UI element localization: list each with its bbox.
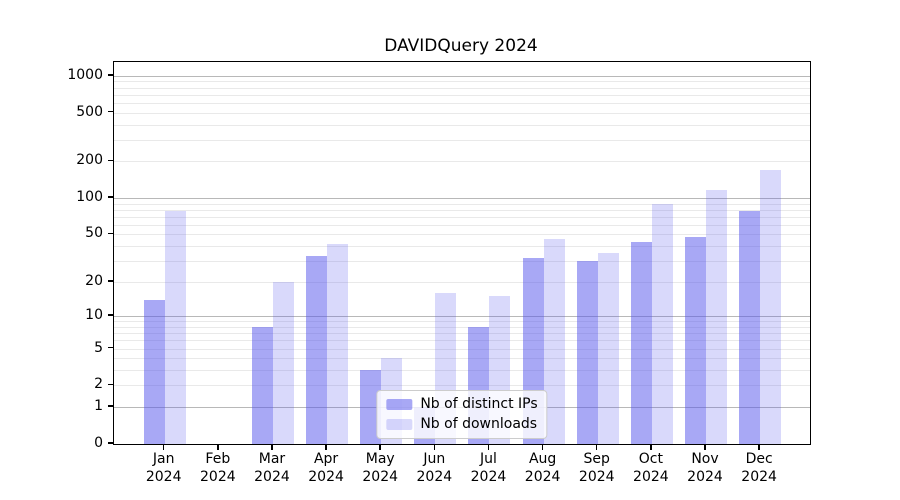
y-tick-mark	[108, 110, 113, 113]
x-tick-label: Sep 2024	[578, 451, 615, 485]
y-tick-mark	[108, 442, 113, 444]
y-tick-mark	[108, 346, 113, 349]
x-tick-label: Apr 2024	[308, 451, 344, 485]
y-tick-label: 0	[94, 435, 103, 451]
gridline-minor	[114, 385, 810, 387]
x-tick-label: Mar 2024	[254, 451, 290, 485]
gridline-minor	[114, 281, 810, 283]
legend-item-downloads: Nb of downloads	[386, 416, 537, 432]
x-tick-mark	[217, 444, 219, 450]
y-tick-label: 1	[94, 398, 103, 415]
y-tick-mark	[108, 280, 113, 282]
x-tick-mark	[433, 444, 436, 450]
legend-swatch-distinct-ips-icon	[386, 398, 413, 410]
gridline-minor	[114, 321, 810, 323]
x-tick-mark	[595, 444, 598, 450]
gridline-major	[114, 75, 810, 77]
y-tick-label: 5	[94, 339, 103, 356]
y-tick-mark	[108, 405, 113, 407]
legend-label-distinct-ips: Nb of distinct IPs	[420, 396, 538, 412]
bar-distinct-ips	[739, 211, 761, 444]
chart-title: DAVIDQuery 2024	[384, 36, 538, 56]
gridline-minor	[114, 326, 810, 328]
legend-item-distinct-ips: Nb of distinct IPs	[386, 396, 538, 412]
y-tick-label: 200	[76, 152, 103, 169]
gridline-minor	[114, 112, 810, 114]
x-tick-label: Dec 2024	[741, 451, 777, 485]
bar-distinct-ips	[685, 236, 706, 444]
bar-downloads	[164, 211, 186, 444]
bar-downloads	[706, 190, 727, 444]
bar-distinct-ips	[630, 242, 652, 444]
x-tick-label: Jan 2024	[145, 451, 182, 485]
x-tick-label: Feb 2024	[200, 451, 236, 485]
y-tick-label: 1000	[67, 66, 103, 83]
bar-downloads	[651, 203, 673, 444]
gridline-minor	[114, 94, 810, 96]
plot-area: Nb of distinct IPs Nb of downloads	[113, 61, 811, 445]
gridline-minor	[114, 246, 810, 248]
x-tick-mark	[487, 444, 490, 450]
gridline-minor	[114, 87, 810, 89]
x-tick-label: May 2024	[362, 451, 399, 485]
x-tick-mark	[271, 444, 273, 450]
gridline-minor	[114, 81, 810, 83]
bar-downloads	[327, 243, 349, 444]
gridline-minor	[114, 340, 810, 342]
x-tick-mark	[325, 444, 327, 450]
gridline-major	[114, 198, 810, 200]
y-tick-label: 2	[94, 376, 103, 393]
bar-downloads	[543, 238, 565, 444]
gridline-minor	[114, 224, 810, 226]
x-tick-label: Jun 2024	[416, 451, 453, 485]
gridline-major	[114, 316, 810, 318]
gridline-minor	[114, 161, 810, 163]
y-tick-label: 100	[76, 189, 103, 206]
y-tick-mark	[108, 159, 113, 162]
bar-distinct-ips	[306, 256, 328, 444]
y-tick-mark	[108, 314, 113, 316]
gridline-minor	[114, 234, 810, 236]
x-tick-mark	[704, 444, 706, 450]
x-tick-mark	[650, 444, 652, 450]
y-tick-mark	[108, 232, 113, 235]
y-tick-label: 500	[76, 103, 103, 120]
x-tick-label: Nov 2024	[687, 451, 723, 485]
x-tick-label: Oct 2024	[633, 451, 669, 485]
y-tick-label: 50	[85, 225, 103, 242]
bar-distinct-ips	[143, 299, 165, 444]
y-tick-label: 20	[85, 272, 103, 289]
x-tick-label: Jul 2024	[470, 451, 507, 485]
gridline-minor	[114, 358, 810, 360]
bar-distinct-ips	[576, 261, 598, 444]
y-tick-mark	[108, 383, 113, 386]
x-tick-mark	[541, 444, 544, 450]
gridline-minor	[114, 139, 810, 141]
x-tick-mark	[162, 444, 165, 450]
x-tick-mark	[379, 444, 381, 450]
x-tick-mark	[758, 444, 760, 450]
legend-swatch-downloads-icon	[386, 418, 413, 430]
bar-downloads	[760, 170, 782, 444]
y-tick-mark	[108, 74, 113, 76]
y-tick-label: 10	[85, 307, 103, 324]
gridline-minor	[114, 103, 810, 105]
gridline-minor	[114, 203, 810, 205]
gridline-minor	[114, 261, 810, 262]
gridline-minor	[114, 370, 810, 372]
gridline-minor	[114, 333, 810, 335]
gridline-minor	[114, 124, 810, 126]
x-tick-label: Aug 2024	[524, 451, 561, 485]
gridline-minor	[114, 209, 810, 211]
gridline-minor	[114, 216, 810, 218]
y-tick-mark	[108, 196, 113, 198]
legend: Nb of distinct IPs Nb of downloads	[376, 390, 548, 439]
bar-downloads	[597, 253, 619, 444]
bar-distinct-ips	[251, 326, 273, 444]
bar-distinct-ips	[360, 370, 382, 444]
gridline-minor	[114, 348, 810, 350]
legend-label-downloads: Nb of downloads	[420, 416, 538, 432]
bar-downloads	[272, 281, 294, 444]
